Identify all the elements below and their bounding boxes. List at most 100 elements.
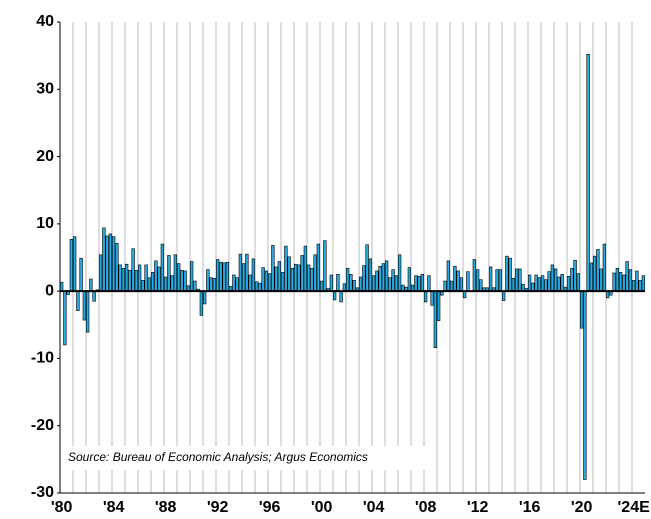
bar — [557, 276, 561, 292]
bar — [85, 290, 90, 333]
bar — [105, 235, 109, 292]
x-tick-label: '84 — [103, 499, 125, 516]
bar — [115, 243, 119, 292]
bar — [329, 274, 334, 292]
bar — [157, 266, 161, 292]
bar — [280, 272, 285, 292]
x-tick-label: '12 — [467, 499, 489, 516]
y-tick-label: -10 — [31, 350, 54, 367]
bar — [459, 277, 464, 292]
bar — [144, 264, 148, 292]
bar — [602, 243, 607, 292]
bar — [566, 276, 571, 292]
y-tick-label: 10 — [36, 215, 54, 232]
bar — [167, 255, 171, 292]
bar — [176, 263, 181, 292]
bar — [134, 269, 139, 292]
bar — [202, 290, 207, 305]
bar — [352, 280, 356, 292]
bar — [596, 249, 600, 292]
x-tick-label: '16 — [519, 499, 541, 516]
bar — [427, 275, 431, 292]
bar — [436, 290, 441, 322]
bar — [433, 290, 438, 348]
bar — [290, 267, 295, 292]
bar — [423, 290, 428, 303]
bar — [505, 255, 509, 292]
bar — [628, 269, 633, 292]
bar — [498, 269, 503, 292]
bar — [641, 275, 646, 292]
bar — [391, 269, 395, 292]
bar — [163, 276, 168, 292]
bar — [625, 261, 629, 292]
bar — [407, 267, 412, 292]
bar — [446, 260, 451, 292]
bar — [336, 274, 340, 292]
bar — [368, 258, 373, 292]
bar — [349, 274, 353, 292]
bar — [267, 273, 272, 292]
x-tick-label: '04 — [363, 499, 385, 516]
bar — [589, 262, 594, 292]
bar — [358, 276, 363, 292]
bar — [384, 260, 389, 292]
y-tick-label: 20 — [36, 148, 54, 165]
bar — [316, 243, 321, 292]
bar — [527, 274, 532, 292]
bar — [514, 268, 519, 292]
bar — [215, 259, 220, 292]
y-tick-label: -20 — [31, 417, 54, 434]
bar — [534, 274, 538, 292]
bar — [531, 282, 535, 292]
bar — [495, 269, 499, 292]
bar — [108, 233, 113, 292]
bar — [98, 254, 103, 292]
bar — [248, 274, 252, 292]
bar — [261, 267, 265, 292]
bar — [300, 255, 304, 292]
x-tick-label: '88 — [155, 499, 177, 516]
bar — [219, 261, 223, 292]
bar — [287, 256, 291, 292]
bar — [76, 290, 80, 311]
bar — [417, 276, 421, 292]
bar — [63, 290, 67, 346]
x-tick-label: '00 — [311, 499, 333, 516]
bar — [599, 268, 603, 292]
bar — [82, 290, 87, 321]
bar — [456, 270, 460, 292]
x-tick-label: '96 — [259, 499, 281, 516]
bar — [225, 261, 230, 292]
bar — [183, 270, 187, 292]
bar — [414, 275, 418, 292]
bar — [576, 273, 581, 292]
bar — [313, 254, 317, 292]
bar — [189, 261, 194, 292]
x-tick-label: '92 — [207, 499, 229, 516]
bar — [297, 264, 301, 292]
bar — [306, 264, 311, 292]
bar — [69, 239, 74, 292]
bar — [540, 275, 545, 292]
bar — [319, 280, 324, 292]
bar — [284, 245, 288, 292]
bar — [209, 277, 213, 292]
bar — [72, 236, 77, 292]
bar — [550, 264, 555, 292]
bar — [235, 277, 239, 292]
y-tick-label: 40 — [36, 13, 54, 30]
bar — [544, 279, 548, 292]
bar — [579, 290, 584, 329]
x-tick-label: '80 — [51, 499, 73, 516]
bar — [332, 290, 337, 301]
bar — [59, 282, 64, 292]
bar — [449, 280, 454, 292]
bar — [170, 275, 174, 292]
bar — [547, 271, 551, 292]
bar — [124, 263, 129, 292]
bar — [264, 270, 269, 292]
bar — [345, 267, 350, 292]
bar — [79, 257, 83, 292]
